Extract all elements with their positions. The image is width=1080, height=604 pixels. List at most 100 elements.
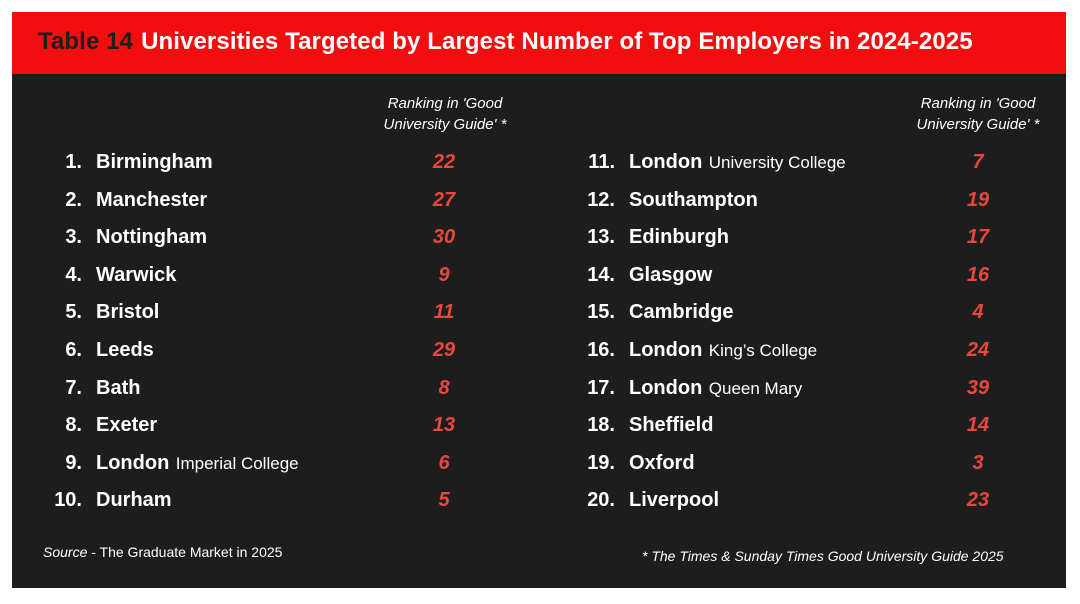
university-name: Southampton [629, 189, 758, 212]
row-number: 15. [587, 301, 615, 324]
row-number: 5. [65, 301, 82, 324]
university-main-name: London [629, 338, 703, 361]
university-name: Birmingham [96, 151, 213, 174]
table-row: 11. London University College 7 [545, 151, 1065, 189]
university-name: Exeter [96, 414, 157, 437]
row-number: 18. [587, 414, 615, 437]
university-main-name: London [96, 451, 170, 474]
table-row: 6. Leeds 29 [12, 339, 532, 377]
university-name: Liverpool [629, 489, 719, 512]
guide-ranking: 22 [432, 151, 456, 173]
table-row: 20. Liverpool 23 [545, 489, 1065, 527]
university-college-name: Imperial College [175, 453, 299, 473]
row-number: 14. [587, 263, 615, 286]
source-text: - The Graduate Market in 2025 [87, 544, 283, 560]
table-row: 1. Birmingham 22 [12, 151, 532, 189]
guide-ranking: 4 [972, 301, 984, 324]
table-row: 14. Glasgow 16 [545, 264, 1065, 302]
guide-ranking: 29 [432, 338, 456, 361]
university-main-name: Nottingham [96, 226, 208, 249]
table-row: 4. Warwick 9 [12, 264, 532, 302]
row-number: 11. [588, 151, 615, 173]
university-main-name: Oxford [629, 451, 695, 474]
footnote: * The Times & Sunday Times Good Universi… [642, 548, 1004, 564]
university-main-name: Cambridge [629, 301, 734, 324]
university-name: Manchester [96, 189, 207, 212]
university-main-name: Manchester [96, 188, 208, 211]
source-label: Source [43, 544, 88, 560]
table-row: 12. Southampton 19 [545, 189, 1065, 227]
guide-ranking: 16 [966, 263, 990, 286]
university-main-name: Leeds [96, 338, 154, 361]
university-college-name: King’s College [708, 340, 818, 360]
table-row: 7. Bath 8 [12, 377, 532, 415]
university-main-name: London [629, 151, 703, 173]
row-number: 19. [587, 451, 615, 474]
guide-ranking: 9 [438, 263, 450, 286]
guide-ranking: 24 [966, 338, 990, 361]
right-university-list: 11. London University College 7 12. Southamp… [545, 151, 1065, 527]
left-university-list: 1. Birmingham 22 2. Manchester 27 3. Nottingham… [12, 151, 532, 527]
row-number: 13. [587, 226, 615, 249]
university-college-name: University College [708, 153, 846, 172]
table-row: 3. Nottingham 30 [12, 226, 532, 264]
row-number: 1. [65, 151, 82, 173]
table-row: 17. London Queen Mary 39 [545, 377, 1065, 415]
table-title: Table 14 Universities Targeted by Largest… [38, 28, 973, 56]
row-number: 3. [65, 226, 82, 249]
guide-ranking: 8 [438, 376, 450, 399]
guide-ranking: 23 [966, 489, 990, 512]
university-name: Bristol [96, 301, 159, 324]
row-number: 4. [65, 263, 82, 286]
row-number: 2. [65, 188, 82, 211]
row-number: 9. [65, 451, 82, 474]
table-row: 15. Cambridge 4 [545, 301, 1065, 339]
university-main-name: Liverpool [629, 489, 720, 512]
table-row: 8. Exeter 13 [12, 414, 532, 452]
university-main-name: London [629, 376, 703, 399]
row-number: 17. [587, 376, 615, 399]
guide-ranking: 19 [966, 188, 990, 211]
table-row: 16. London King’s College 24 [545, 339, 1065, 377]
guide-ranking: 6 [438, 451, 450, 474]
row-number: 6. [65, 338, 82, 361]
university-name: London King’s College [629, 339, 817, 362]
university-name: London University College [629, 151, 846, 174]
table-number: Table 14 [38, 28, 134, 55]
guide-ranking: 14 [966, 414, 990, 437]
guide-ranking: 13 [432, 414, 456, 437]
university-main-name: Birmingham [96, 151, 213, 173]
university-name: Edinburgh [629, 226, 729, 249]
table-row: 13. Edinburgh 17 [545, 226, 1065, 264]
guide-ranking: 7 [972, 151, 984, 173]
table-row: 2. Manchester 27 [12, 189, 532, 227]
university-main-name: Glasgow [629, 263, 713, 286]
guide-ranking: 17 [966, 226, 990, 249]
table-row: 10. Durham 5 [12, 489, 532, 527]
row-number: 16. [587, 338, 615, 361]
guide-ranking: 3 [972, 451, 984, 474]
university-name: Glasgow [629, 264, 712, 287]
row-number: 12. [587, 188, 615, 211]
university-name: Leeds [96, 339, 154, 362]
university-main-name: Exeter [96, 414, 158, 437]
guide-ranking: 30 [432, 226, 456, 249]
university-name: Oxford [629, 452, 695, 475]
university-name: Nottingham [96, 226, 207, 249]
table-panel: Table 14 Universities Targeted by Largest… [12, 12, 1066, 588]
university-main-name: Durham [96, 489, 172, 512]
university-main-name: Warwick [96, 263, 177, 286]
row-number: 10. [54, 489, 82, 512]
university-college-name: Queen Mary [708, 378, 803, 398]
table-row: 5. Bristol 11 [12, 301, 532, 339]
university-main-name: Bristol [96, 301, 160, 324]
table-row: 9. London Imperial College 6 [12, 452, 532, 490]
university-main-name: Southampton [629, 188, 758, 211]
row-number: 8. [65, 414, 82, 437]
university-name: Durham [96, 489, 172, 512]
university-main-name: Sheffield [629, 414, 714, 437]
guide-ranking: 11 [433, 301, 455, 324]
guide-ranking: 27 [432, 188, 456, 211]
ranking-column-header-left: Ranking in 'Good University Guide' * [383, 95, 507, 133]
university-name: Warwick [96, 264, 176, 287]
